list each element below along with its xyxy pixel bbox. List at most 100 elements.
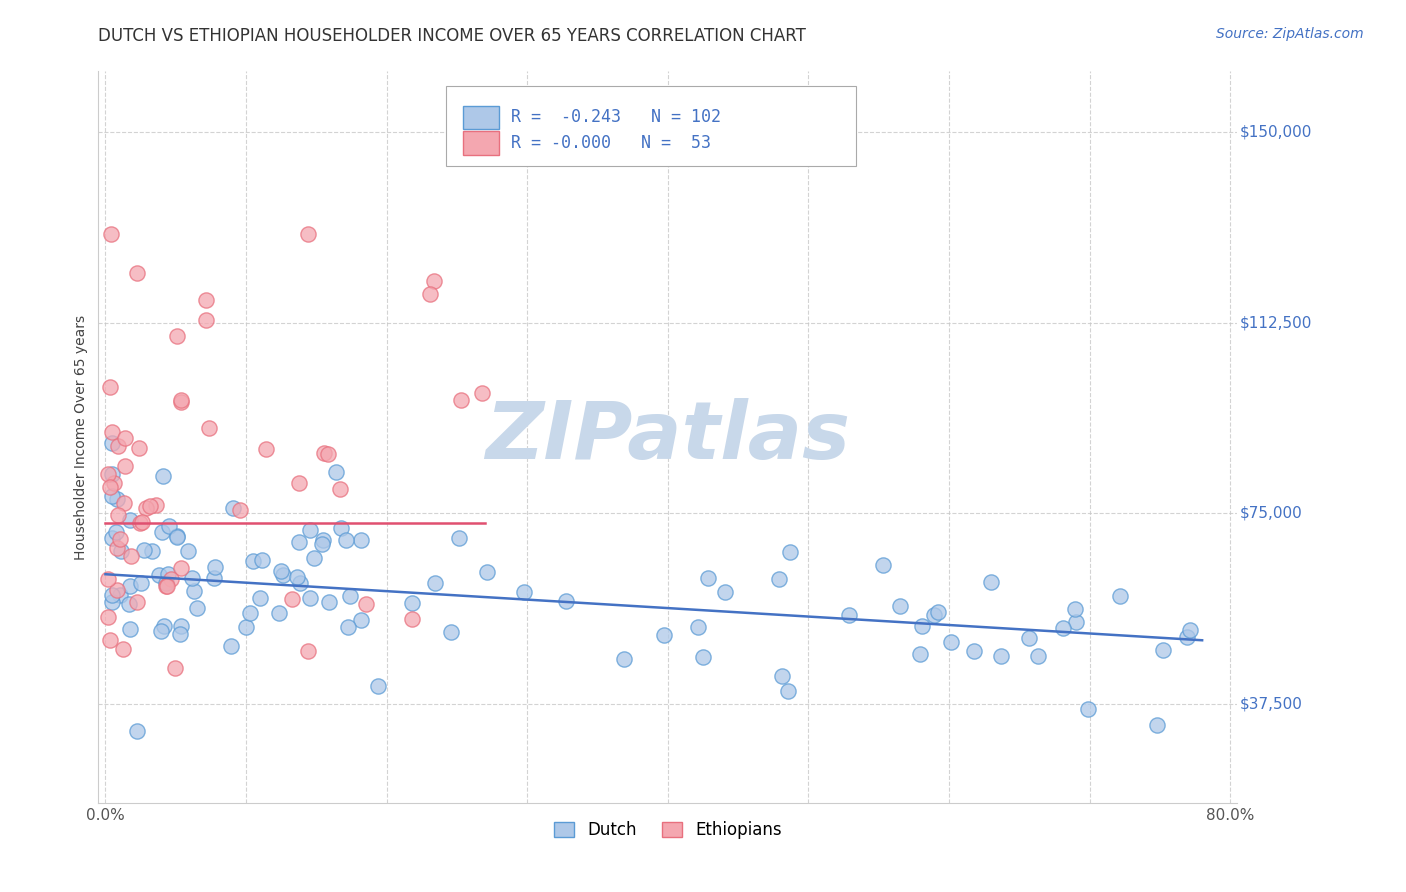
Point bbox=[297, 644, 319, 658]
Point bbox=[194, 313, 217, 327]
Point bbox=[401, 596, 423, 610]
Legend: Dutch, Ethiopians: Dutch, Ethiopians bbox=[547, 814, 789, 846]
Text: DUTCH VS ETHIOPIAN HOUSEHOLDER INCOME OVER 65 YEARS CORRELATION CHART: DUTCH VS ETHIOPIAN HOUSEHOLDER INCOME OV… bbox=[98, 27, 806, 45]
Text: R =  -0.243   N = 102: R = -0.243 N = 102 bbox=[510, 109, 721, 127]
Point bbox=[1077, 702, 1099, 716]
Point bbox=[170, 392, 193, 407]
Point bbox=[288, 475, 311, 490]
Point bbox=[776, 684, 799, 698]
Point bbox=[330, 521, 353, 535]
Point bbox=[312, 533, 335, 547]
Point bbox=[1064, 615, 1087, 630]
Point bbox=[285, 570, 308, 584]
Point bbox=[105, 582, 128, 597]
Point bbox=[118, 622, 141, 636]
Point bbox=[686, 620, 709, 634]
Point bbox=[169, 619, 191, 633]
Point bbox=[449, 531, 471, 545]
Point bbox=[98, 380, 121, 394]
Point bbox=[1175, 630, 1198, 644]
Point bbox=[101, 531, 124, 545]
Point bbox=[329, 482, 352, 496]
Point bbox=[889, 599, 911, 614]
Point bbox=[311, 537, 333, 551]
Point bbox=[204, 560, 226, 574]
Point bbox=[131, 515, 153, 529]
Point bbox=[288, 576, 311, 591]
Point bbox=[166, 530, 188, 544]
Point bbox=[980, 574, 1002, 589]
Point bbox=[229, 503, 252, 517]
Point bbox=[98, 480, 121, 494]
Point bbox=[471, 386, 494, 401]
Point bbox=[270, 564, 292, 578]
Point bbox=[288, 535, 311, 549]
Point bbox=[768, 572, 790, 586]
Point bbox=[911, 618, 934, 632]
Point bbox=[148, 568, 170, 582]
Point bbox=[423, 274, 446, 288]
Point bbox=[186, 601, 208, 615]
Point bbox=[772, 669, 794, 683]
Point bbox=[419, 286, 441, 301]
Point bbox=[235, 620, 257, 634]
Point bbox=[155, 579, 177, 593]
Point bbox=[166, 329, 188, 343]
Point bbox=[153, 619, 176, 633]
Text: ZIPatlas: ZIPatlas bbox=[485, 398, 851, 476]
Point bbox=[170, 560, 193, 574]
Point bbox=[105, 525, 128, 540]
Point bbox=[250, 553, 273, 567]
Point bbox=[128, 441, 150, 455]
Point bbox=[337, 620, 360, 634]
Point bbox=[927, 605, 949, 619]
Y-axis label: Householder Income Over 65 years: Householder Income Over 65 years bbox=[75, 315, 89, 559]
Point bbox=[299, 523, 322, 537]
Point bbox=[98, 632, 121, 647]
Point bbox=[297, 227, 319, 241]
Point bbox=[141, 544, 163, 558]
Point bbox=[107, 508, 129, 523]
Text: $75,000: $75,000 bbox=[1240, 506, 1302, 521]
Point bbox=[118, 597, 141, 611]
Point bbox=[714, 585, 737, 599]
Point bbox=[150, 524, 173, 539]
Point bbox=[120, 549, 142, 563]
Point bbox=[170, 394, 193, 409]
Point bbox=[101, 588, 124, 602]
Point bbox=[238, 606, 260, 620]
Point bbox=[160, 572, 183, 586]
Point bbox=[103, 476, 125, 491]
Point bbox=[183, 584, 205, 599]
Point bbox=[180, 571, 202, 585]
Text: $150,000: $150,000 bbox=[1240, 125, 1312, 140]
Point bbox=[129, 516, 152, 530]
Point bbox=[298, 591, 321, 605]
Point bbox=[101, 594, 124, 608]
Point bbox=[939, 635, 962, 649]
Text: $37,500: $37,500 bbox=[1240, 697, 1302, 711]
Point bbox=[157, 567, 180, 582]
Point bbox=[554, 594, 576, 608]
Point bbox=[135, 500, 157, 515]
Point bbox=[127, 266, 149, 280]
Point bbox=[1018, 631, 1040, 645]
Point bbox=[110, 532, 132, 546]
Point bbox=[512, 584, 534, 599]
Point bbox=[112, 496, 135, 510]
Point bbox=[872, 558, 894, 573]
FancyBboxPatch shape bbox=[463, 106, 499, 129]
Point bbox=[156, 579, 179, 593]
Point bbox=[325, 465, 347, 479]
Point bbox=[120, 579, 142, 593]
Point bbox=[177, 544, 200, 558]
Point bbox=[367, 679, 389, 693]
Point bbox=[350, 613, 373, 627]
Point bbox=[125, 595, 148, 609]
Point bbox=[139, 500, 162, 514]
Point bbox=[101, 436, 124, 450]
Point bbox=[1180, 623, 1202, 637]
Point bbox=[97, 610, 120, 624]
Point bbox=[838, 608, 860, 623]
Point bbox=[110, 543, 132, 558]
